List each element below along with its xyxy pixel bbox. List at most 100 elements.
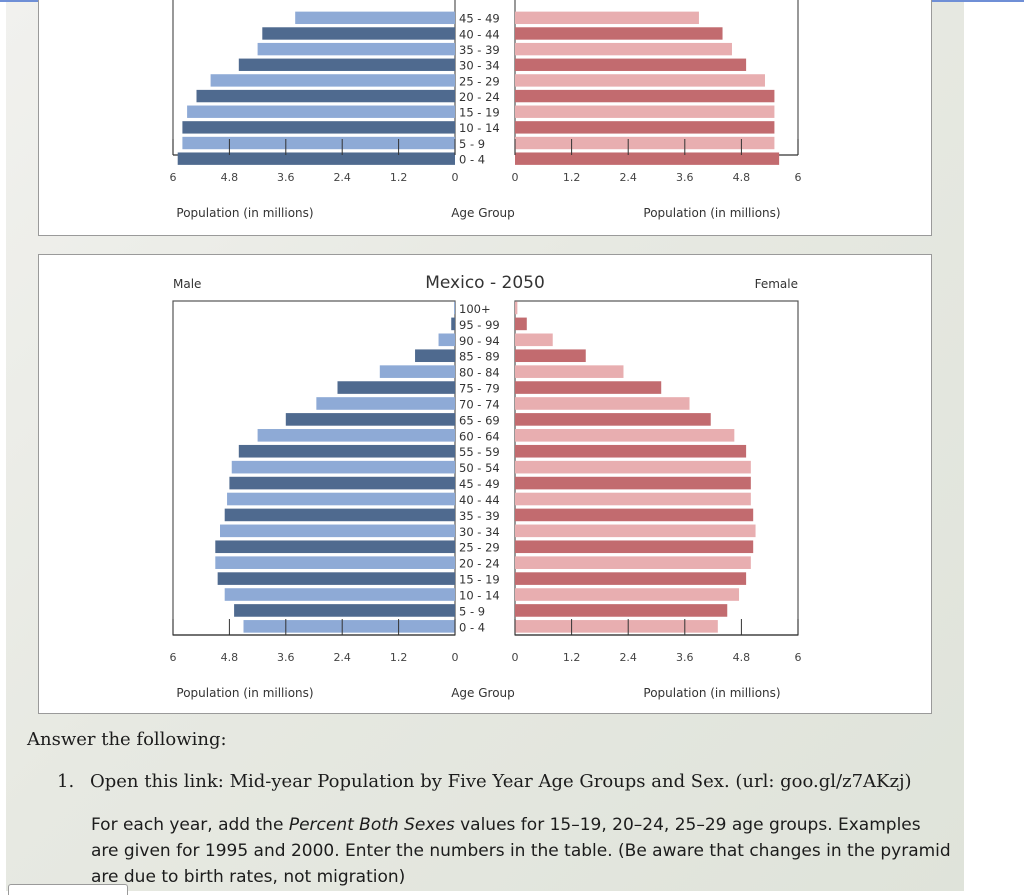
age-group-label: 70 - 74 [459, 397, 500, 411]
bar-female [515, 540, 754, 554]
bar-female [515, 152, 780, 165]
bar-male [454, 301, 455, 315]
age-group-label: 40 - 44 [459, 493, 500, 507]
bar-male [238, 444, 455, 458]
bar-female [515, 42, 732, 56]
x-tick-label-female: 6 [795, 651, 802, 664]
bar-male [337, 381, 455, 394]
bar-male [415, 349, 455, 363]
x-tick-label-female: 1.2 [563, 651, 581, 664]
bar-female [515, 444, 747, 458]
x-tick-label-female: 0 [512, 171, 519, 184]
bar-male [215, 540, 455, 554]
bar-female [515, 604, 728, 617]
bar-female [515, 524, 756, 538]
x-tick-label-male: 2.4 [333, 171, 351, 184]
bar-female [515, 317, 527, 331]
bar-female [515, 58, 747, 71]
bar-female [515, 397, 690, 410]
age-group-label: 40 - 44 [459, 27, 500, 41]
bar-male [451, 317, 455, 331]
bar-male [379, 365, 455, 378]
x-tick-label-female: 6 [795, 171, 802, 184]
bar-male [220, 524, 455, 538]
age-group-label: 0 - 4 [459, 153, 485, 167]
x-tick-label-male: 6 [170, 651, 177, 664]
bar-female [515, 508, 754, 522]
desc-part-1: For each year, add the [91, 815, 289, 835]
bar-female [515, 105, 775, 118]
bar-male [182, 136, 455, 150]
question-section: Answer the following: 1. Open this link:… [27, 728, 951, 887]
x-tick-label-male: 0 [452, 171, 459, 184]
bar-male [196, 89, 455, 103]
x-axis-title-male: Population (in millions) [176, 206, 313, 220]
bar-female [515, 74, 765, 87]
x-tick-label-male: 2.4 [333, 651, 351, 664]
bar-female [515, 381, 662, 394]
age-group-label: 5 - 9 [459, 604, 485, 618]
bar-male [234, 604, 455, 617]
pyramid-panel-mexico-2050: 100+ 95 - 99 90 - 94 85 - 89 80 - 84 75 - 79 7… [38, 254, 932, 714]
age-group-label: 85 - 89 [459, 350, 500, 364]
bar-female [515, 492, 751, 506]
age-group-label: 30 - 34 [459, 525, 500, 539]
x-axis-title-male: Population (in millions) [176, 686, 313, 700]
x-tick-label-male: 0 [452, 651, 459, 664]
bar-female [515, 365, 624, 378]
bar-female [515, 121, 775, 134]
x-tick-label-female: 1.2 [563, 171, 581, 184]
bar-male [238, 58, 455, 71]
bar-male [243, 620, 455, 633]
bar-male [215, 556, 455, 569]
answer-table-stub [8, 884, 128, 895]
age-group-label: 0 - 4 [459, 620, 485, 634]
bar-female [515, 349, 586, 363]
bar-male [182, 121, 455, 134]
bar-male [316, 397, 455, 410]
female-label: Female [755, 277, 798, 291]
bar-male [227, 492, 455, 506]
bar-male [295, 11, 455, 25]
bar-female [515, 136, 775, 150]
age-group-label: 25 - 29 [459, 541, 500, 555]
bar-male [285, 413, 455, 426]
age-group-label: 45 - 49 [459, 12, 500, 26]
bar-female [515, 460, 751, 474]
bar-male [224, 588, 455, 601]
x-axis-title-female: Population (in millions) [643, 686, 780, 700]
x-tick-label-female: 2.4 [619, 651, 637, 664]
x-tick-label-female: 4.8 [733, 171, 751, 184]
bar-male [262, 27, 455, 40]
age-group-label: 75 - 79 [459, 382, 500, 396]
age-group-label: 15 - 19 [459, 106, 500, 120]
age-group-label: 90 - 94 [459, 334, 500, 348]
x-tick-label-male: 3.6 [277, 171, 295, 184]
desc-part-2: values for 15–19, 20–24, 25–29 age group… [91, 815, 951, 887]
x-tick-label-female: 4.8 [733, 651, 751, 664]
bar-male [229, 476, 455, 490]
age-group-label: 80 - 84 [459, 366, 500, 380]
bar-female [515, 413, 711, 426]
question-description: For each year, add the Percent Both Sexe… [91, 812, 951, 890]
x-tick-label-male: 4.8 [221, 171, 239, 184]
x-tick-label-male: 1.2 [390, 171, 408, 184]
bar-female [515, 301, 518, 315]
age-group-label: 10 - 14 [459, 121, 500, 135]
question-text: Open this link: Mid-year Population by F… [90, 771, 912, 792]
chart-title: Mexico - 2050 [425, 273, 545, 293]
age-group-label: 30 - 34 [459, 59, 500, 73]
bar-male [187, 105, 455, 118]
x-axis-title-center: Age Group [451, 206, 515, 220]
age-group-label: 45 - 49 [459, 477, 500, 491]
age-group-label: 5 - 9 [459, 137, 485, 151]
x-tick-label-male: 6 [170, 171, 177, 184]
x-axis-title-female: Population (in millions) [643, 206, 780, 220]
age-group-label: 25 - 29 [459, 74, 500, 88]
x-tick-label-female: 2.4 [619, 171, 637, 184]
age-group-label: 35 - 39 [459, 43, 500, 57]
bar-male [217, 572, 455, 585]
male-label: Male [173, 277, 201, 291]
pyramid-panel-top: 45 - 49 40 - 44 35 - 39 30 - 34 25 - 29 20 - … [38, 0, 932, 236]
x-tick-label-male: 4.8 [221, 651, 239, 664]
